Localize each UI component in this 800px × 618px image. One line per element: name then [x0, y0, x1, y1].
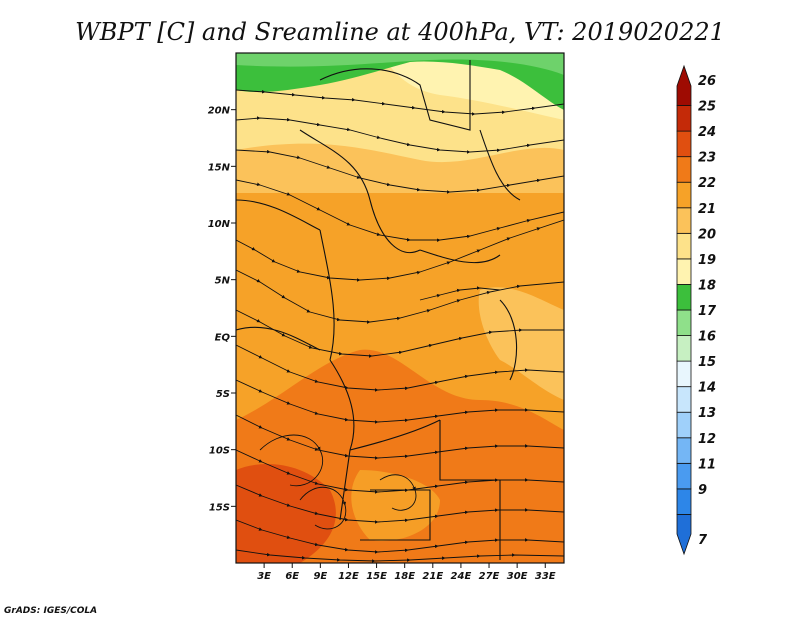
x-axis: 3E 6E 9E 12E 15E 18E 21E 24E 27E 30E 33E	[257, 563, 556, 582]
colorbar-swatch	[676, 64, 692, 106]
colorbar-swatch	[676, 437, 692, 464]
plot-frame	[235, 52, 565, 564]
streamlines	[236, 89, 564, 563]
colorbar-swatch	[676, 462, 692, 490]
colorbar-label: 23	[698, 151, 716, 166]
y-tick-label: 20N	[208, 106, 231, 117]
field-region-north-green-light	[236, 53, 564, 75]
colorbar-swatch	[676, 386, 692, 413]
colorbar-label: 11	[698, 457, 716, 472]
colorbar-label: 16	[698, 330, 716, 345]
colorbar-label: 22	[698, 176, 716, 191]
colorbar-swatch	[676, 309, 692, 336]
y-tick-label: EQ	[215, 332, 231, 343]
colorbar-swatch	[676, 105, 692, 132]
colorbar-label: 18	[698, 278, 716, 293]
plot-area	[236, 53, 564, 563]
colorbar-swatch	[676, 130, 692, 158]
colorbar-swatch	[676, 181, 692, 209]
chart-title: WBPT [C] and Sreamline at 400hPa, VT: 20…	[75, 18, 725, 46]
colorbar-label: 24	[698, 125, 716, 140]
colorbar-swatch	[676, 284, 692, 311]
colorbar-label: 13	[698, 406, 716, 421]
colorbar-swatch	[676, 411, 692, 439]
x-tick-label: 3E	[257, 571, 271, 582]
y-tick-label: 5S	[216, 389, 230, 400]
colorbar-label: 15	[698, 355, 716, 370]
colorbar-swatch	[676, 488, 692, 515]
y-tick-label: 10S	[209, 446, 230, 457]
colorbar-swatch	[676, 232, 692, 260]
y-tick-label: 15N	[208, 162, 231, 173]
colorbar-label: 9	[698, 483, 707, 498]
colorbar-swatch	[676, 360, 692, 388]
colorbar-swatch	[676, 514, 692, 556]
colorbar-label: 21	[698, 202, 716, 217]
colorbar-label: 17	[698, 304, 717, 319]
x-tick-label: 12E	[338, 571, 359, 582]
y-tick-label: 10N	[208, 219, 231, 230]
colorbar-label: 20	[698, 227, 716, 242]
x-tick-label: 21E	[422, 571, 443, 582]
colorbar-label: 19	[698, 253, 716, 268]
x-tick-label: 6E	[285, 571, 299, 582]
colorbar-label: 26	[698, 74, 716, 89]
colorbar-swatch	[676, 335, 692, 362]
colorbar: 7 9 11 12 13 14 15 16 17 18 19 20 21 22 23 24 25 26	[676, 64, 717, 556]
x-tick-label: 33E	[535, 571, 556, 582]
colorbar-label: 25	[698, 100, 716, 115]
colorbar-swatch	[676, 258, 692, 285]
y-tick-label: 15S	[209, 502, 230, 513]
colorbar-swatch	[676, 207, 692, 234]
footer-credit: GrADS: IGES/COLA	[4, 606, 97, 616]
x-tick-label: 9E	[313, 571, 327, 582]
field-region-north-green	[236, 53, 564, 110]
colorbar-label: 12	[698, 432, 716, 447]
x-tick-label: 27E	[479, 571, 500, 582]
colorbar-label: 14	[698, 381, 716, 396]
colorbar-swatch	[676, 156, 692, 183]
x-tick-label: 30E	[507, 571, 528, 582]
x-tick-label: 24E	[451, 571, 472, 582]
colorbar-label: 7	[698, 533, 708, 548]
y-axis: 20N 15N 10N 5N EQ 5S 10S 15S	[208, 106, 236, 513]
x-tick-label: 18E	[394, 571, 415, 582]
x-tick-label: 15E	[366, 571, 387, 582]
y-tick-label: 5N	[215, 276, 231, 287]
